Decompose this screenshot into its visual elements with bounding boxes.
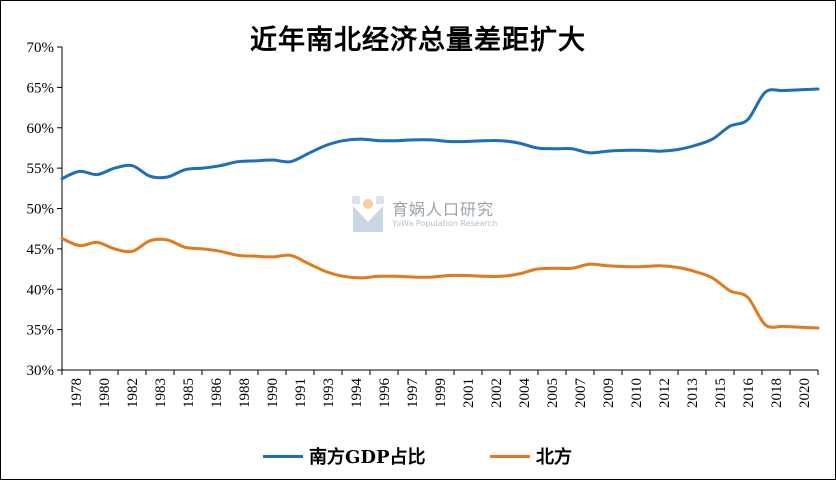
legend: 南方GDP占比 北方 <box>0 443 836 469</box>
x-tick-label: 2020 <box>797 378 813 408</box>
x-tick-label: 2012 <box>657 378 673 408</box>
y-tick-label: 65% <box>27 80 55 96</box>
x-tick-label: 1985 <box>181 378 197 408</box>
x-tick-label: 2002 <box>489 378 505 408</box>
x-tick-label: 1983 <box>153 378 169 408</box>
watermark-english: YuWa Population Research <box>392 219 498 228</box>
watermark-logo-icon <box>352 196 384 232</box>
y-tick-label: 60% <box>27 121 55 137</box>
x-tick-label: 2001 <box>461 378 477 408</box>
legend-swatch-south <box>263 454 303 458</box>
legend-label-north: 北方 <box>536 447 572 468</box>
x-tick-label: 2009 <box>601 378 617 408</box>
x-tick-label: 1990 <box>265 378 281 408</box>
watermark: 育娲人口研究 YuWa Population Research <box>350 194 530 236</box>
x-tick-label: 1993 <box>321 378 337 408</box>
x-tick-label: 1997 <box>405 378 421 409</box>
x-tick-label: 2005 <box>545 378 561 408</box>
x-tick-label: 1991 <box>293 378 309 408</box>
chart-series <box>60 87 820 330</box>
series-line-north <box>60 236 820 330</box>
series-line-south <box>60 87 820 181</box>
x-tick-label: 1982 <box>125 378 141 408</box>
chart-title: 近年南北经济总量差距扩大 <box>250 25 586 56</box>
x-tick-label: 1999 <box>433 378 449 408</box>
x-tick-label: 2010 <box>629 378 645 408</box>
x-tick-label: 2016 <box>741 378 757 409</box>
legend-item-south: 南方GDP占比 <box>263 443 426 469</box>
y-tick-label: 70% <box>27 40 55 56</box>
x-tick-label: 1996 <box>377 378 393 409</box>
y-tick-label: 35% <box>27 323 55 339</box>
watermark-name: 育娲人口研究 <box>392 200 495 219</box>
x-tick-label: 2007 <box>573 378 589 409</box>
x-tick-label: 1986 <box>209 378 225 409</box>
x-tick-label: 1988 <box>237 378 253 408</box>
x-tick-label: 2013 <box>685 378 701 408</box>
x-tick-label: 1978 <box>69 378 85 408</box>
x-tick-label: 2015 <box>713 378 729 408</box>
y-tick-label: 50% <box>27 202 55 218</box>
y-tick-label: 55% <box>27 161 55 177</box>
legend-swatch-north <box>490 454 530 458</box>
x-tick-label: 2018 <box>769 378 785 408</box>
x-tick-label: 1980 <box>97 378 113 408</box>
y-tick-label: 45% <box>27 242 55 258</box>
legend-item-north: 北方 <box>490 443 572 469</box>
legend-label-south: 南方GDP占比 <box>309 447 426 468</box>
chart-axes: 30% 35% 40% 45% 50% 55% 60% 65% 70% 1978 1980 1982 1… <box>27 40 819 408</box>
x-tick-label: 1994 <box>349 378 365 409</box>
y-tick-label: 40% <box>27 282 55 298</box>
y-tick-label: 30% <box>27 363 55 379</box>
x-tick-label: 2004 <box>517 378 533 409</box>
